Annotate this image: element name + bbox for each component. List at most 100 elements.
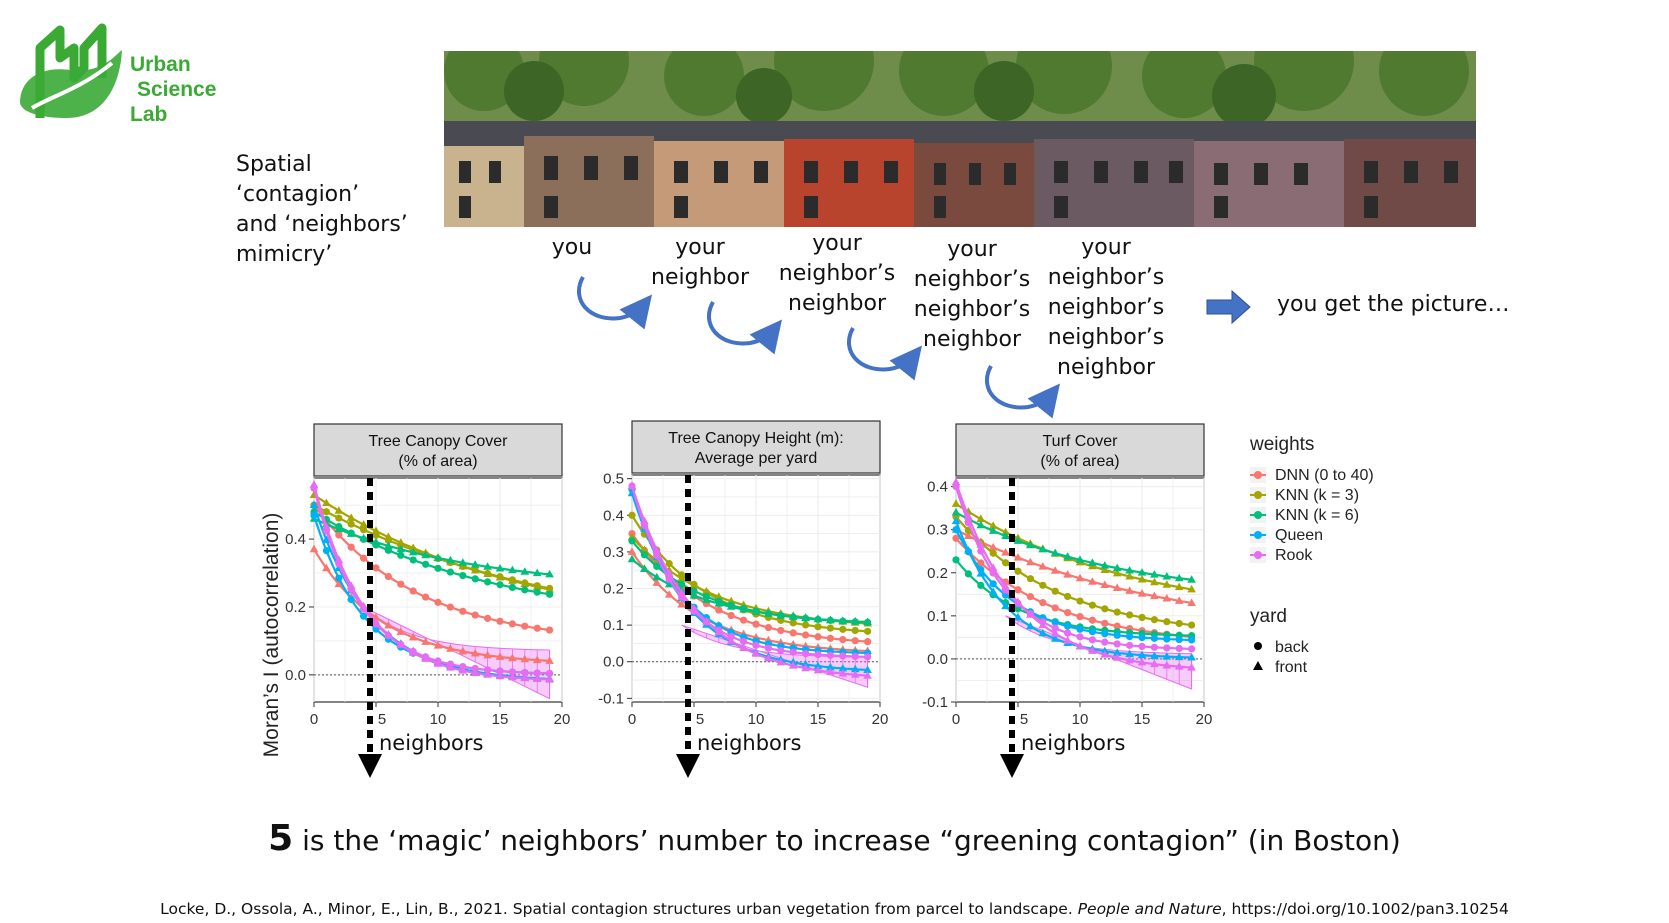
data-point-dnn-back — [1039, 599, 1047, 607]
data-point-dnn-back — [335, 531, 343, 539]
data-point-knn6-front — [739, 604, 748, 613]
data-point-rook-front — [764, 654, 773, 662]
panel-title-line-1: Tree Canopy Height (m): — [668, 430, 843, 447]
data-point-knn6-front — [702, 595, 711, 603]
data-point-dnn-front — [1187, 598, 1196, 606]
data-point-dnn-back — [446, 603, 454, 611]
legend-weight-label: Queen — [1275, 527, 1323, 544]
data-point-dnn-back — [459, 607, 467, 615]
data-point-dnn-back — [521, 622, 529, 630]
data-point-knn6-back — [653, 562, 661, 570]
legend-key-point — [1254, 531, 1262, 539]
data-point-knn6-front — [1038, 544, 1048, 553]
data-point-knn3-back — [839, 625, 847, 633]
data-point-dnn-front — [421, 637, 430, 645]
data-point-knn3-front — [1162, 580, 1172, 588]
x-tick-label: 0 — [628, 711, 636, 728]
data-point-queen-back — [1064, 622, 1072, 630]
data-point-rook-front — [359, 601, 368, 610]
data-point-knn6-front — [1013, 536, 1023, 544]
magic-text: is the ‘magic’ neighbors’ number to incr… — [293, 824, 1401, 857]
label-4-line-2: neighbor’s — [1047, 265, 1165, 290]
data-point-rook-front — [976, 540, 986, 548]
data-point-knn3-front — [520, 579, 530, 587]
data-point-knn6-front — [470, 560, 480, 568]
data-point-dnn-back — [471, 611, 479, 619]
data-point-queen-front — [964, 545, 973, 554]
data-point-dnn-back — [740, 616, 748, 624]
data-point-dnn-front — [1137, 589, 1147, 597]
data-point-queen-front — [1137, 650, 1147, 659]
data-point-dnn-back — [727, 611, 735, 620]
data-point-dnn-back — [789, 629, 797, 637]
data-point-knn3-back — [1101, 605, 1109, 613]
data-point-knn3-back — [360, 526, 368, 534]
data-point-knn3-back — [1113, 608, 1121, 616]
data-point-rook-front — [850, 670, 860, 678]
data-point-dnn-back — [764, 623, 773, 632]
caption-line-2: and ‘neighbors’ — [236, 212, 408, 237]
legend-key-point — [1254, 471, 1262, 479]
data-point-knn6-back — [471, 575, 479, 583]
panel-title-line-2: (% of area) — [1040, 453, 1119, 470]
data-point-knn3-back — [1126, 611, 1134, 619]
data-point-dnn-back — [384, 572, 392, 581]
magic-number: 5 — [268, 818, 294, 859]
data-point-knn6-front — [764, 609, 773, 617]
data-point-knn6-front — [371, 537, 381, 546]
legend-back-circle-icon — [1254, 642, 1262, 650]
label-4-line-1: your — [1081, 235, 1131, 260]
data-point-dnn-back — [1026, 593, 1034, 601]
data-point-dnn-front — [1112, 583, 1122, 592]
data-point-rook-front — [532, 674, 542, 683]
data-point-knn6-front — [776, 610, 786, 619]
data-point-dnn-front — [470, 649, 480, 657]
data-point-knn6-front — [1112, 563, 1122, 572]
data-point-knn3-front — [483, 569, 492, 578]
data-point-queen-back — [1051, 618, 1059, 627]
data-point-dnn-back — [1076, 613, 1084, 621]
data-point-dnn-back — [533, 624, 541, 632]
data-point-rook-front — [801, 663, 810, 672]
data-point-knn3-back — [665, 559, 673, 568]
data-point-knn6-front — [495, 564, 505, 572]
data-point-knn6-front — [384, 541, 393, 549]
data-point-rook-back — [1138, 642, 1146, 651]
data-point-dnn-back — [1064, 608, 1072, 617]
y-tick-label: 0.1 — [603, 617, 624, 634]
legend-key-point — [1254, 511, 1262, 519]
data-point-rook-front — [863, 671, 872, 679]
data-point-rook-front — [838, 669, 848, 677]
data-point-knn6-front — [446, 555, 455, 564]
label-1-line-2: neighbor — [651, 265, 749, 290]
data-point-rook-front — [384, 630, 393, 638]
x-tick-label: 0 — [952, 711, 960, 728]
data-point-dnn-back — [864, 638, 872, 646]
data-point-dnn-front — [495, 652, 505, 660]
data-point-knn3-back — [789, 619, 797, 627]
data-point-dnn-front — [627, 547, 637, 555]
data-point-knn3-front — [346, 513, 356, 521]
data-point-rook-front — [1013, 597, 1023, 606]
data-point-dnn-front — [1100, 580, 1110, 588]
data-point-knn3-front — [1187, 584, 1196, 593]
data-point-knn3-front — [408, 543, 418, 552]
data-point-dnn-back — [546, 626, 554, 634]
curved-arrow-2 — [706, 301, 783, 355]
data-point-knn3-front — [1137, 574, 1147, 583]
neighbors-axis-label: neighbors — [379, 731, 483, 755]
data-point-queen-back — [347, 595, 355, 604]
data-point-queen-front — [850, 664, 860, 673]
data-point-rook-back — [1113, 640, 1121, 648]
data-point-knn3-front — [508, 576, 517, 584]
data-point-knn3-front — [396, 538, 406, 546]
data-point-knn6-back — [640, 551, 648, 559]
data-point-knn3-back — [864, 627, 872, 635]
data-point-rook-front — [689, 604, 699, 612]
data-point-dnn-front — [1174, 596, 1184, 604]
citation-journal: People and Nature — [1077, 900, 1222, 918]
y-tick-label: 0.1 — [927, 608, 948, 625]
data-point-dnn-front — [1125, 586, 1134, 594]
data-point-queen-back — [1150, 634, 1158, 642]
data-point-knn6-front — [652, 572, 662, 581]
